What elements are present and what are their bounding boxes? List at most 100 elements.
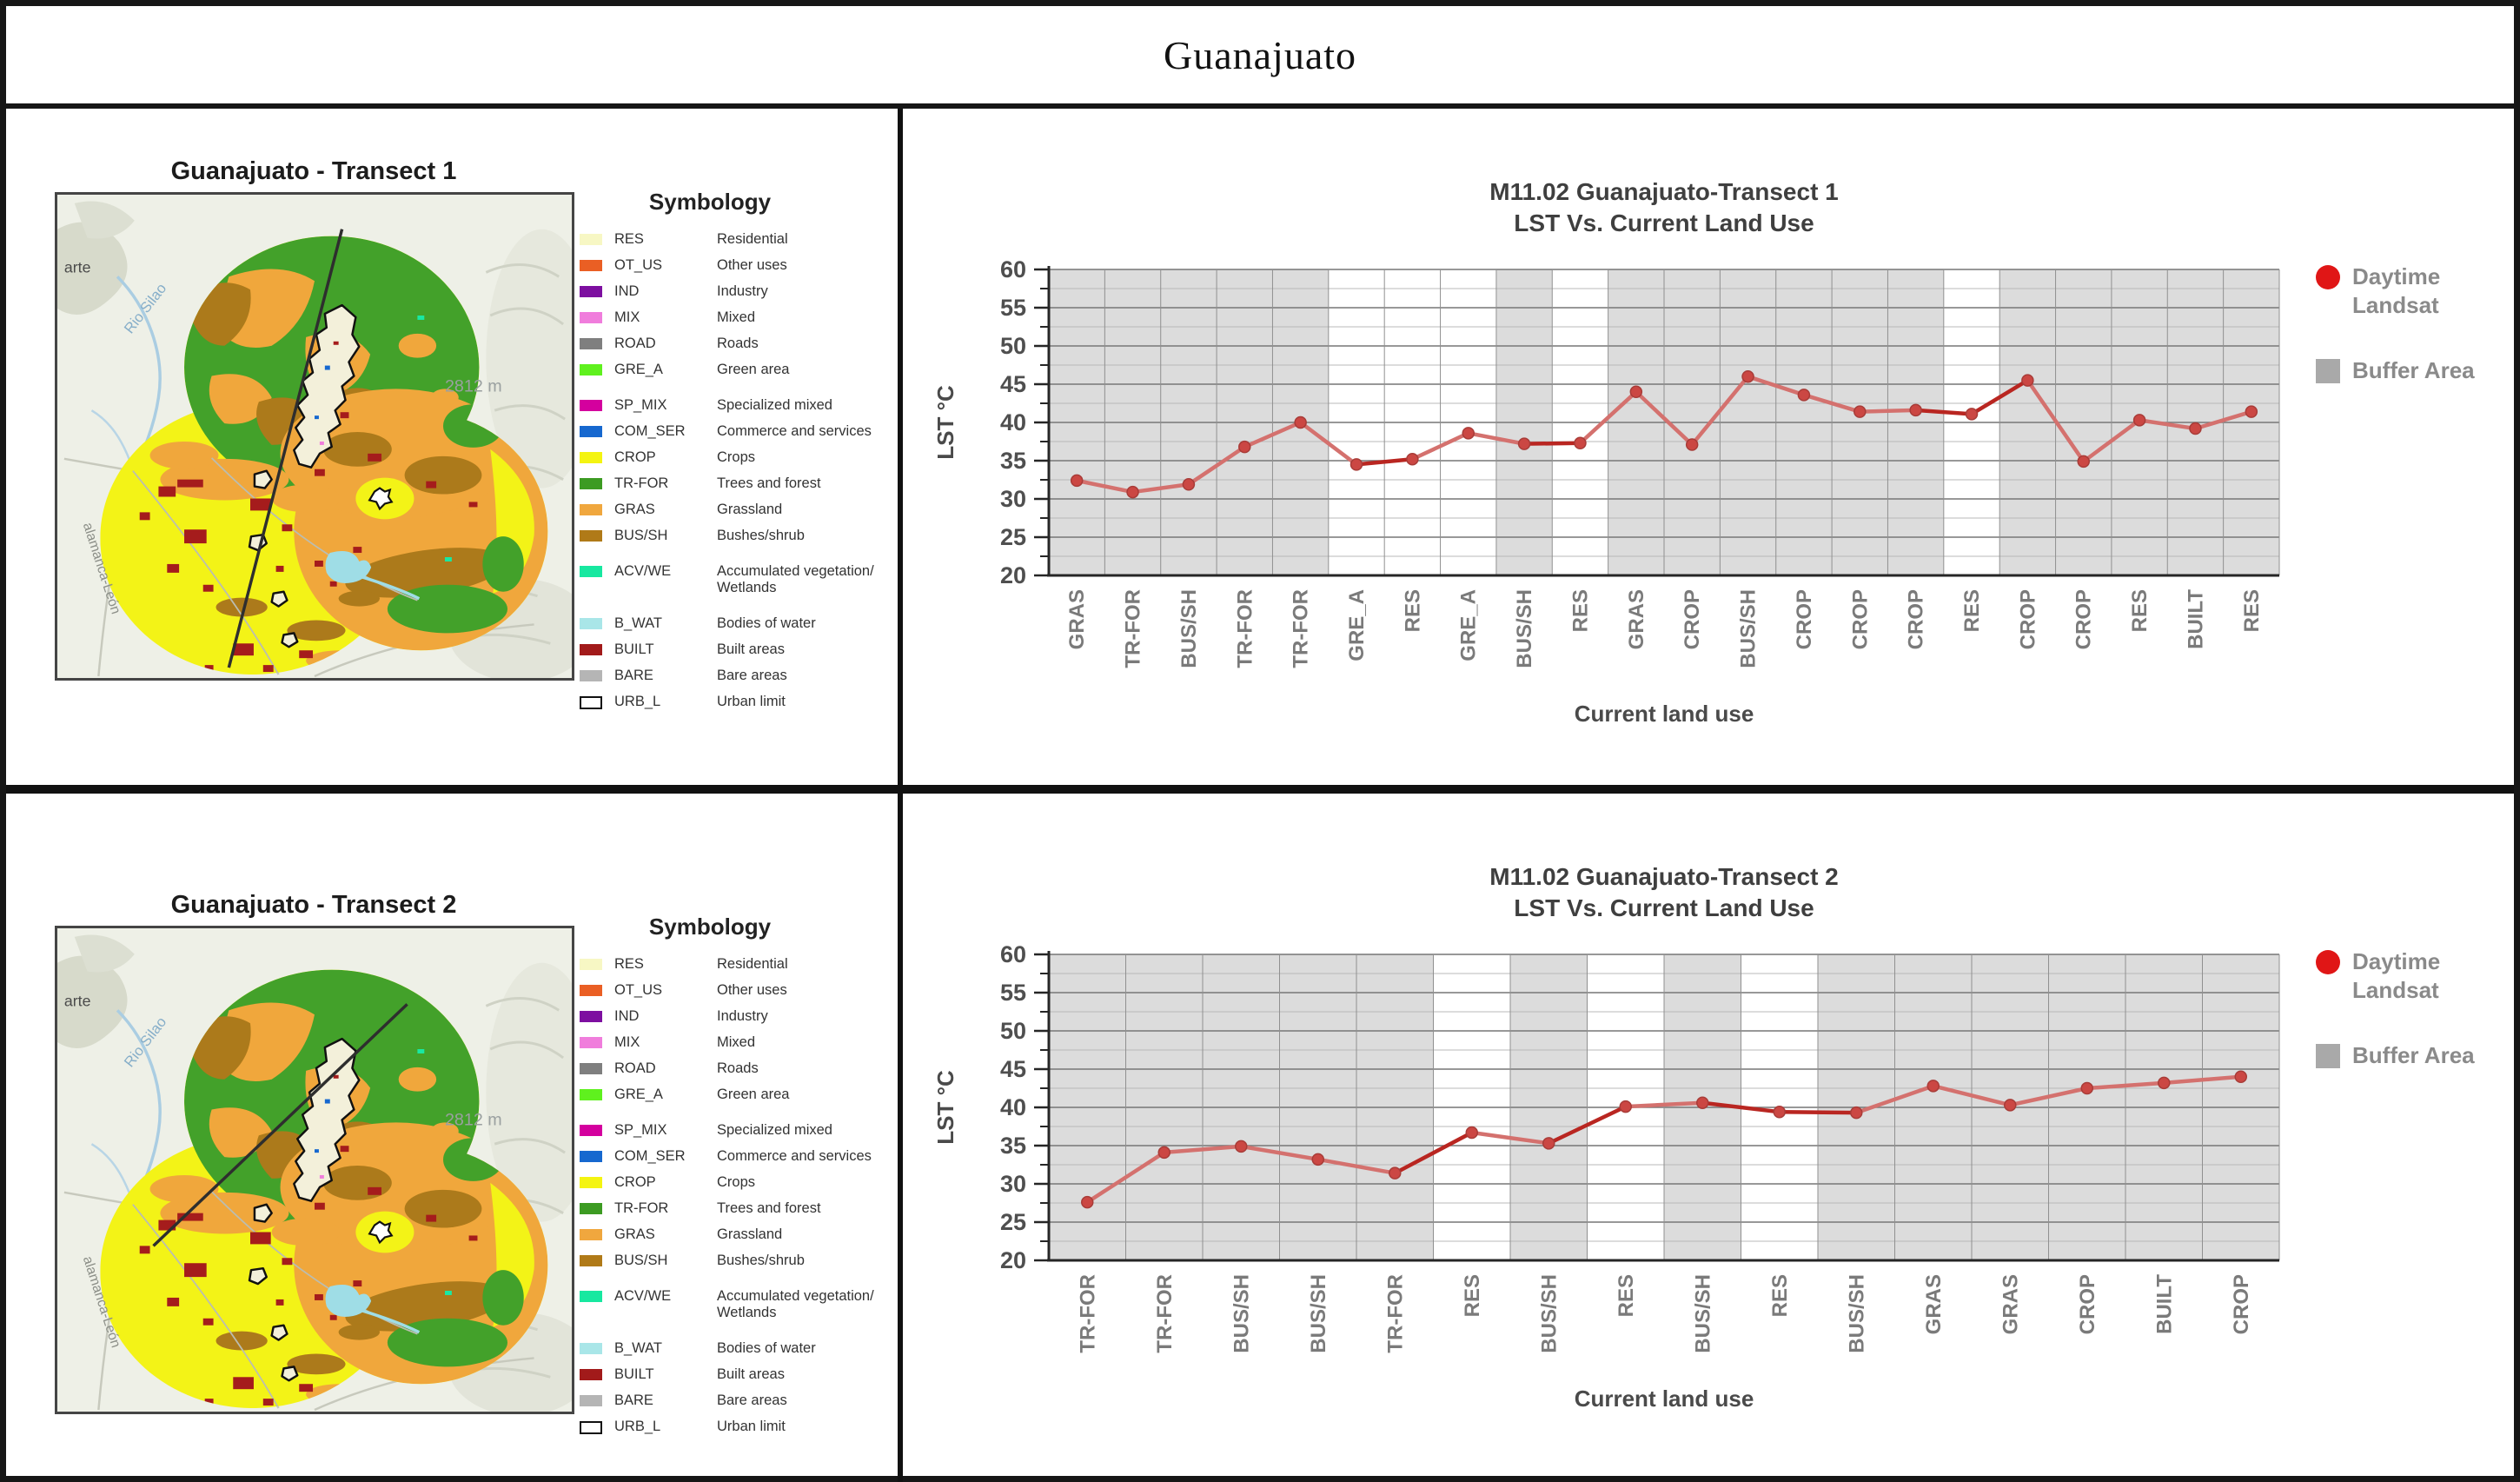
legend-swatch-icon	[580, 959, 602, 970]
legend-description: Accumulated vegetation/ Wetlands	[717, 1288, 874, 1320]
legend-swatch-icon	[580, 400, 602, 411]
legend-swatch-icon	[580, 1037, 602, 1048]
symbology-item-tr-for: TR-FOR Trees and forest	[580, 1200, 898, 1217]
legend-description: Other uses	[717, 257, 787, 273]
legend-description: Urban limit	[717, 693, 786, 709]
series-daytime-landsat	[1081, 1070, 2247, 1209]
svg-text:40: 40	[1000, 409, 1026, 435]
svg-text:RES: RES	[1568, 589, 1592, 632]
svg-text:RES: RES	[1960, 589, 1984, 632]
svg-text:35: 35	[1000, 448, 1026, 474]
legend-description: Other uses	[717, 982, 787, 998]
legend-description: Bushes/shrub	[717, 528, 805, 543]
legend-description: Commerce and services	[717, 423, 872, 439]
svg-text:BUS/SH: BUS/SH	[1177, 589, 1201, 668]
svg-text:TR-FOR: TR-FOR	[1076, 1274, 1099, 1353]
legend-code: ACV/WE	[614, 563, 672, 579]
legend-description: Green area	[717, 1087, 790, 1102]
data-point	[1311, 1153, 1324, 1166]
svg-text:30: 30	[1000, 486, 1026, 512]
data-point	[1797, 389, 1811, 402]
symbology-panel: Symbology RES Residential OT_US Other uses I…	[580, 914, 898, 1445]
data-point	[1182, 478, 1196, 491]
legend-code: GRE_A	[614, 362, 663, 377]
legend-code: IND	[614, 1008, 640, 1024]
svg-text:25: 25	[1000, 524, 1026, 550]
svg-text:45: 45	[1000, 371, 1026, 397]
data-point	[2004, 1099, 2017, 1112]
legend-swatch-icon	[580, 530, 602, 542]
legend-description: Specialized mixed	[717, 1122, 832, 1138]
svg-text:60: 60	[1000, 941, 1026, 967]
row-transect1: Guanajuato - Transect 1	[6, 109, 2514, 794]
symbology-item-acv-we: ACV/WE Accumulated vegetation/ Wetlands	[580, 563, 898, 596]
data-point	[1574, 436, 1587, 450]
svg-text:RES: RES	[1401, 589, 1424, 632]
legend-swatch-icon	[580, 566, 602, 577]
svg-text:20: 20	[1000, 1247, 1026, 1273]
svg-text:GRAS: GRAS	[1625, 589, 1648, 649]
legend-description: Mixed	[717, 309, 756, 325]
symbology-item-gre-a: GRE_A Green area	[580, 1087, 898, 1103]
svg-text:RES: RES	[2128, 589, 2152, 632]
legend-description: Bodies of water	[717, 615, 816, 631]
chart-transect2: 20 25 30 35 40 45 50 55 60 M11.02 Guanajuato-Tran…	[932, 863, 2475, 1412]
legend-swatch-icon	[580, 338, 602, 349]
svg-text:Buffer Area: Buffer Area	[2352, 1042, 2475, 1068]
symbology-item-ot-us: OT_US Other uses	[580, 257, 898, 274]
svg-text:GRAS: GRAS	[1065, 589, 1089, 649]
symbology-title: Symbology	[648, 189, 772, 215]
data-point	[1235, 1140, 1248, 1153]
legend-code: RES	[614, 956, 644, 972]
svg-text:BUS/SH: BUS/SH	[1845, 1274, 1868, 1353]
svg-text:GRE_A: GRE_A	[1457, 589, 1481, 661]
figure-title: Guanajuato	[1163, 32, 1357, 77]
legend-description: Bodies of water	[717, 1339, 816, 1356]
data-point	[1157, 1146, 1170, 1160]
svg-text:BUS/SH: BUS/SH	[1537, 1274, 1561, 1353]
legend-swatch-icon	[580, 669, 602, 681]
data-point	[2077, 455, 2090, 469]
legend-swatch-icon	[580, 1089, 602, 1100]
legend-description: Roads	[717, 336, 759, 351]
symbology-item-ot-us: OT_US Other uses	[580, 982, 898, 999]
legend-description: Roads	[717, 1060, 759, 1076]
svg-text:CROP: CROP	[1848, 589, 1872, 649]
svg-text:45: 45	[1000, 1056, 1026, 1082]
legend-code: SP_MIX	[614, 1122, 667, 1138]
legend-code: MIX	[614, 1034, 640, 1050]
svg-text:RES: RES	[1461, 1274, 1484, 1317]
legend-description: Green area	[717, 362, 790, 377]
symbology-item-bus-sh: BUS/SH Bushes/shrub	[580, 1253, 898, 1269]
svg-text:RES: RES	[1615, 1274, 1638, 1317]
legend-code: RES	[614, 231, 644, 247]
legend-swatch-icon	[580, 1255, 602, 1266]
data-point	[1773, 1106, 1786, 1119]
svg-text:TR-FOR: TR-FOR	[1290, 589, 1313, 668]
svg-text:60: 60	[1000, 256, 1026, 282]
data-point	[2132, 414, 2146, 427]
svg-text:25: 25	[1000, 1209, 1026, 1235]
legend-code: SP_MIX	[614, 397, 667, 413]
x-axis-label: Current land use	[1575, 701, 1754, 727]
data-point	[2189, 422, 2202, 435]
legend-swatch-icon	[580, 1177, 602, 1188]
svg-text:50: 50	[1000, 1018, 1026, 1044]
legend-swatch-icon	[580, 234, 602, 245]
svg-text:Daytime: Daytime	[2352, 948, 2440, 974]
legend-code: BARE	[614, 667, 653, 683]
svg-text:TR-FOR: TR-FOR	[1153, 1274, 1177, 1353]
symbology-item-gre-a: GRE_A Green area	[580, 362, 898, 378]
legend-description: Industry	[717, 283, 768, 299]
symbology-item-acv-we: ACV/WE Accumulated vegetation/ Wetlands	[580, 1288, 898, 1321]
map-title: Guanajuato - Transect 2	[170, 891, 457, 919]
legend-description: Grassland	[717, 1226, 783, 1242]
symbology-item-com-ser: COM_SER Commerce and services	[580, 423, 898, 440]
legend-swatch-icon	[580, 1203, 602, 1214]
data-point	[1926, 1080, 1940, 1093]
map-label-elevation: 2812 m	[445, 1110, 502, 1129]
symbology-item-res: RES Residential	[580, 231, 898, 248]
svg-text:Daytime: Daytime	[2352, 263, 2440, 289]
